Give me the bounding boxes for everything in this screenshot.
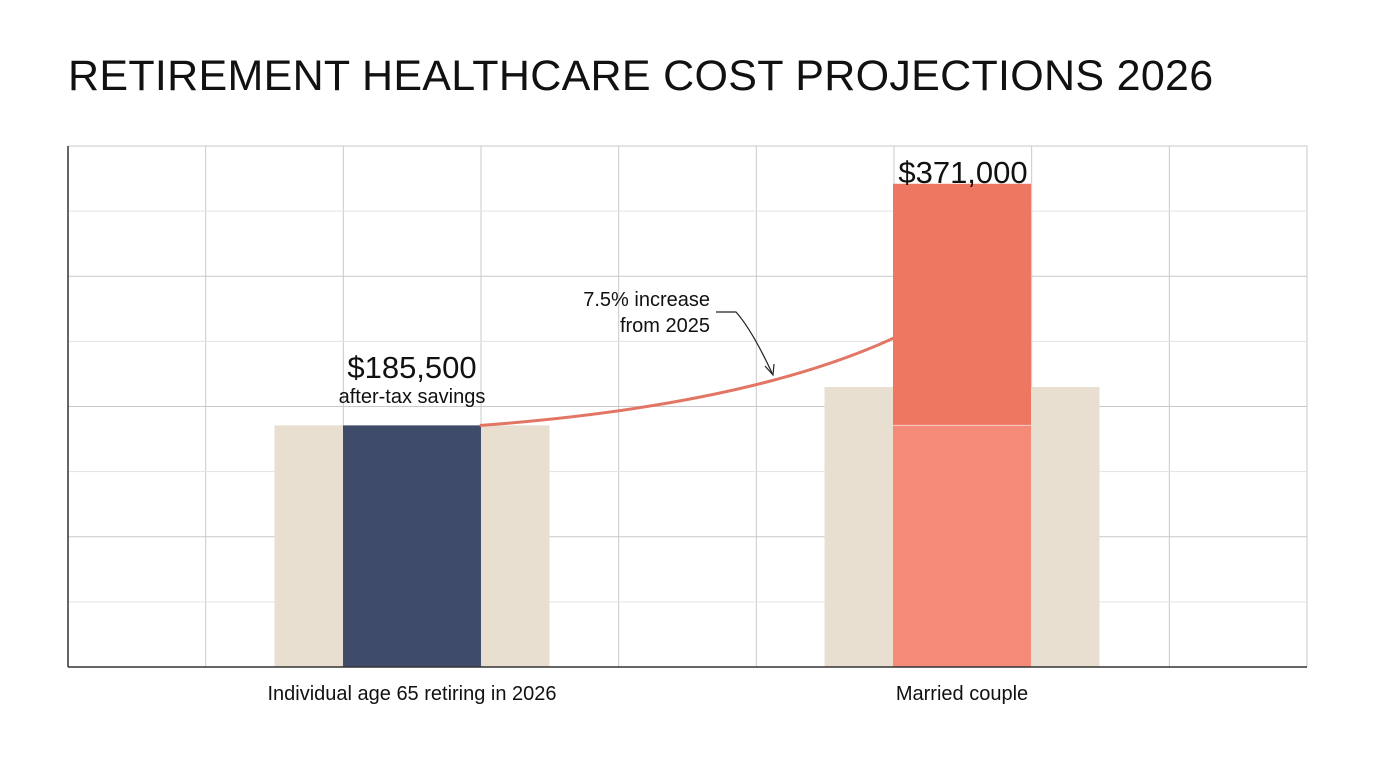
axes <box>67 146 1307 668</box>
data-label: $185,500 <box>347 350 476 385</box>
x-tick-label: Individual age 65 retiring in 2026 <box>267 683 556 705</box>
grid <box>68 145 1308 667</box>
annotation-arrowhead <box>764 363 775 377</box>
bar-married-couple-upper <box>893 183 1031 426</box>
annotation-text: from 2025 <box>620 315 710 337</box>
bar-married-couple-lower <box>893 425 1031 667</box>
page-title: RETIREMENT HEALTHCARE COST PROJECTIONS 2… <box>68 52 1214 100</box>
annotation-arrow <box>716 311 773 374</box>
increase-connector-curve <box>479 336 895 427</box>
annotation-text: 7.5% increase <box>583 289 710 311</box>
data-label: $371,000 <box>898 155 1027 190</box>
data-sublabel: after-tax savings <box>339 386 486 408</box>
bars <box>274 183 1100 667</box>
labels: Individual age 65 retiring in 2026 Marrie… <box>267 155 1028 705</box>
x-tick-label: Married couple <box>896 683 1028 705</box>
bar-individual <box>343 425 481 667</box>
connector <box>479 311 895 427</box>
